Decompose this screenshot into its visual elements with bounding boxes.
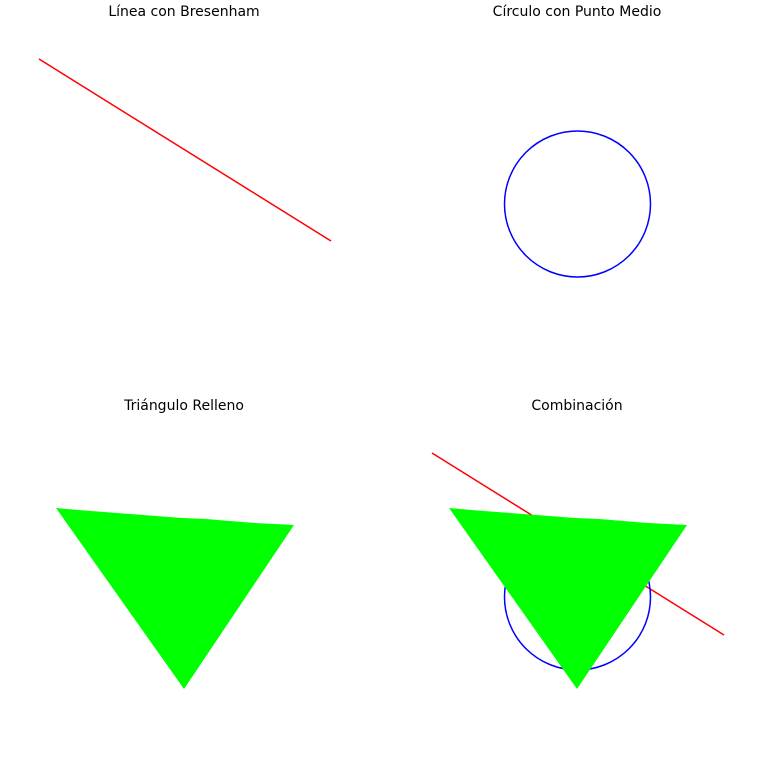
panel-line: Línea con Bresenham — [38, 4, 332, 242]
panel-circle: Círculo con Punto Medio — [493, 4, 662, 278]
panel-title-triangle: Triángulo Relleno — [123, 398, 244, 414]
panel-title-combo: Combinación — [531, 398, 622, 414]
panel-title-circle: Círculo con Punto Medio — [493, 4, 662, 20]
filled-triangle — [56, 508, 294, 689]
panel-combo: Combinación — [431, 398, 725, 689]
panel-title-line: Línea con Bresenham — [108, 4, 259, 20]
bresenham-line — [38, 58, 332, 242]
panel-triangle: Triángulo Relleno — [56, 398, 294, 689]
combo-triangle — [449, 508, 687, 689]
midpoint-circle — [503, 130, 652, 278]
